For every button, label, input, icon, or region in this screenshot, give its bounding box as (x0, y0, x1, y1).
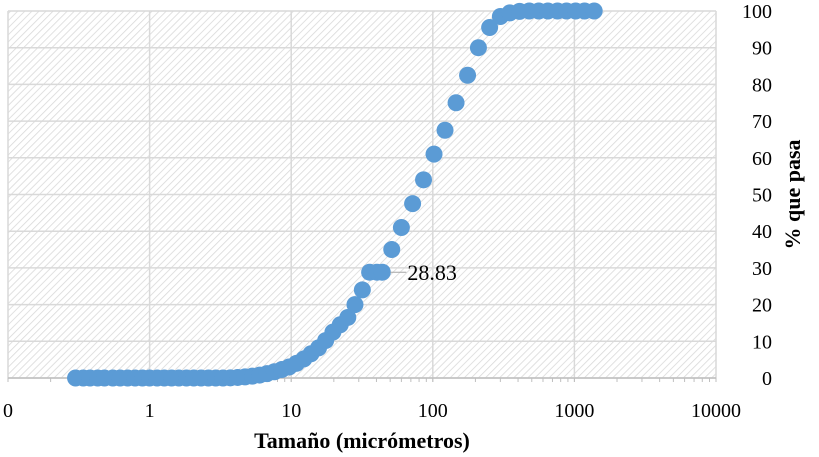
data-point (339, 308, 357, 326)
data-point (585, 2, 603, 20)
gridlines (7, 10, 717, 379)
y-tick-label: 90 (752, 38, 772, 60)
y-tick-label: 70 (752, 111, 772, 133)
y-tick-label: 60 (752, 148, 772, 170)
data-point (425, 145, 443, 163)
x-axis-title: Tamaño (micrómetros) (254, 428, 470, 453)
x-tick-label: 0 (3, 400, 13, 422)
y-tick-label: 0 (762, 368, 772, 390)
y-tick-label: 80 (752, 74, 772, 96)
data-point (481, 19, 499, 37)
labels: 28.83 (390, 260, 457, 285)
data-point (459, 66, 477, 84)
y-tick-label: 100 (742, 1, 772, 23)
x-tick-label: 1 (145, 400, 155, 422)
data-point (373, 263, 391, 281)
data-point (392, 219, 410, 237)
y-axis-title: % que pasa (780, 139, 805, 249)
data-point (469, 39, 487, 57)
data-point (447, 94, 465, 112)
data-point (383, 241, 401, 259)
data-label: 28.83 (407, 260, 457, 285)
y-tick-label: 20 (752, 295, 772, 317)
data-points (67, 2, 603, 387)
y-tick-label: 30 (752, 258, 772, 280)
data-point (353, 281, 371, 299)
y-tick-label: 40 (752, 221, 772, 243)
data-point (436, 121, 454, 139)
y-tick-label: 10 (752, 331, 772, 353)
data-point (404, 195, 422, 213)
x-tick-label: 10 (281, 400, 301, 422)
x-tick-label: 100 (418, 400, 448, 422)
x-tick-label: 10000 (691, 400, 741, 422)
data-point (415, 171, 433, 189)
x-tick-label: 1000 (554, 400, 594, 422)
y-tick-label: 50 (752, 185, 772, 207)
data-point (346, 296, 364, 314)
